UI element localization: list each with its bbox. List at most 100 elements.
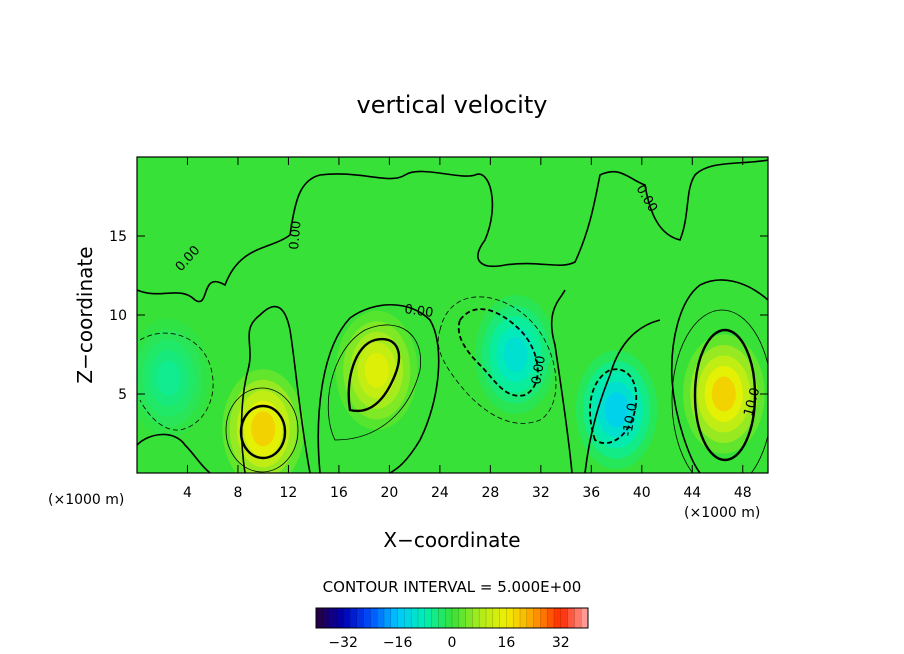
colorbar-cell (533, 608, 541, 628)
colorbar-cell (370, 608, 378, 628)
positive-contour (327, 324, 422, 441)
colorbar-cell (452, 608, 460, 628)
colorbar-tick-label: −32 (328, 635, 358, 651)
x-tick-label: 28 (481, 485, 499, 501)
positive-contour (239, 404, 287, 460)
plot-area (137, 157, 768, 473)
x-unit-right: (×1000 m) (684, 505, 760, 521)
colorbar-cell (343, 608, 351, 628)
contour-label: 0.00 (287, 220, 304, 250)
colorbar-cell (384, 608, 392, 628)
colorbar-cell (513, 608, 521, 628)
x-tick-label: 48 (734, 485, 752, 501)
colorbar-tick-label: 32 (552, 635, 570, 651)
zero-contour (137, 433, 211, 473)
negative-contours (139, 296, 638, 445)
y-tick-label: 10 (109, 308, 127, 324)
colorbar-cell (581, 608, 589, 628)
colorbar-cell (411, 608, 419, 628)
field-level (711, 376, 736, 412)
field-level (156, 360, 181, 396)
colorbar-tick-label: 0 (448, 635, 457, 651)
colorbar-cell (492, 608, 501, 628)
colorbar-cell (560, 608, 569, 628)
positive-contour (347, 337, 401, 413)
colorbar-frame (315, 607, 589, 629)
x-tick-label: 36 (582, 485, 600, 501)
colorbar-tick-label: −16 (383, 635, 413, 651)
x-tick-label: 4 (183, 485, 192, 501)
colorbar-cell (322, 608, 331, 628)
colorbar-cell (472, 608, 480, 628)
colorbar-cell (520, 608, 528, 628)
colorbar-cell (356, 608, 365, 628)
y-tick-label: 5 (118, 387, 127, 403)
x-tick-label: 12 (280, 485, 298, 501)
x-tick-label: 24 (431, 485, 449, 501)
colorbar-cell (404, 608, 412, 628)
colorbar-cell (336, 608, 344, 628)
velocity-field (137, 295, 765, 473)
x-tick-label: 44 (683, 485, 701, 501)
zero-contour (137, 159, 768, 303)
colorbar-cell (418, 608, 426, 628)
colorbar-cell (424, 608, 433, 628)
negative-contour (589, 368, 638, 445)
colorbar-cell (465, 608, 473, 628)
chart-title: vertical velocity (357, 91, 548, 119)
colorbar-cell (363, 608, 371, 628)
x-axis-label: X−coordinate (383, 528, 520, 552)
contour-label: 0.00 (529, 355, 549, 386)
colorbar-cell (458, 608, 467, 628)
colorbar-cell (554, 608, 562, 628)
x-tick-label: 40 (633, 485, 651, 501)
y-axis-label: Z−coordinate (73, 246, 97, 383)
positive-contour (671, 309, 768, 473)
colorbar-cell (540, 608, 548, 628)
zero-contour (317, 303, 440, 473)
y-tick-label: 15 (109, 229, 127, 245)
colorbar-cell (397, 608, 405, 628)
field-level (364, 352, 389, 388)
x-unit-left: (×1000 m) (48, 492, 124, 508)
zero-contour (550, 289, 573, 473)
colorbar-cell (350, 608, 358, 628)
positive-contour (693, 328, 757, 462)
x-tick-label: 16 (330, 485, 348, 501)
x-axis-ticks: 4 8 12 16 20 24 28 32 36 40 44 48 (183, 157, 752, 501)
colorbar-cell (547, 608, 555, 628)
contour-lines (137, 159, 768, 473)
colorbar-cell (316, 608, 324, 628)
positive-contour (225, 387, 299, 473)
y-axis-ticks: 5 10 15 (109, 229, 768, 403)
colorbar-cell (567, 608, 575, 628)
colorbar-cell (431, 608, 439, 628)
x-tick-label: 20 (380, 485, 398, 501)
colorbar-cell (329, 608, 337, 628)
colorbar-cell (438, 608, 446, 628)
x-tick-label: 8 (233, 485, 242, 501)
colorbar-cell (574, 608, 582, 628)
zero-contour (670, 279, 768, 473)
contour-label: 0.00 (403, 302, 434, 321)
field-level (503, 337, 528, 372)
contour-label: 10.0 (741, 386, 763, 418)
colorbar-cell (390, 608, 399, 628)
field-level (251, 411, 276, 447)
contour-label: -10.0 (620, 402, 641, 438)
colorbar-cell (506, 608, 514, 628)
colorbar-tick-labels: −32 −16 0 16 32 (328, 635, 569, 651)
colorbar-cell (499, 608, 507, 628)
field-level (604, 392, 629, 428)
colorbar-cell (445, 608, 453, 628)
colorbar-cell (526, 608, 535, 628)
colorbar (315, 607, 589, 629)
negative-contour (437, 296, 557, 424)
colorbar-tick-label: 16 (497, 635, 515, 651)
colorbar-cell (486, 608, 494, 628)
zero-contour (584, 319, 661, 473)
colorbar-cell (377, 608, 385, 628)
x-tick-label: 32 (532, 485, 550, 501)
contour-interval-text: CONTOUR INTERVAL = 5.000E+00 (323, 578, 582, 596)
